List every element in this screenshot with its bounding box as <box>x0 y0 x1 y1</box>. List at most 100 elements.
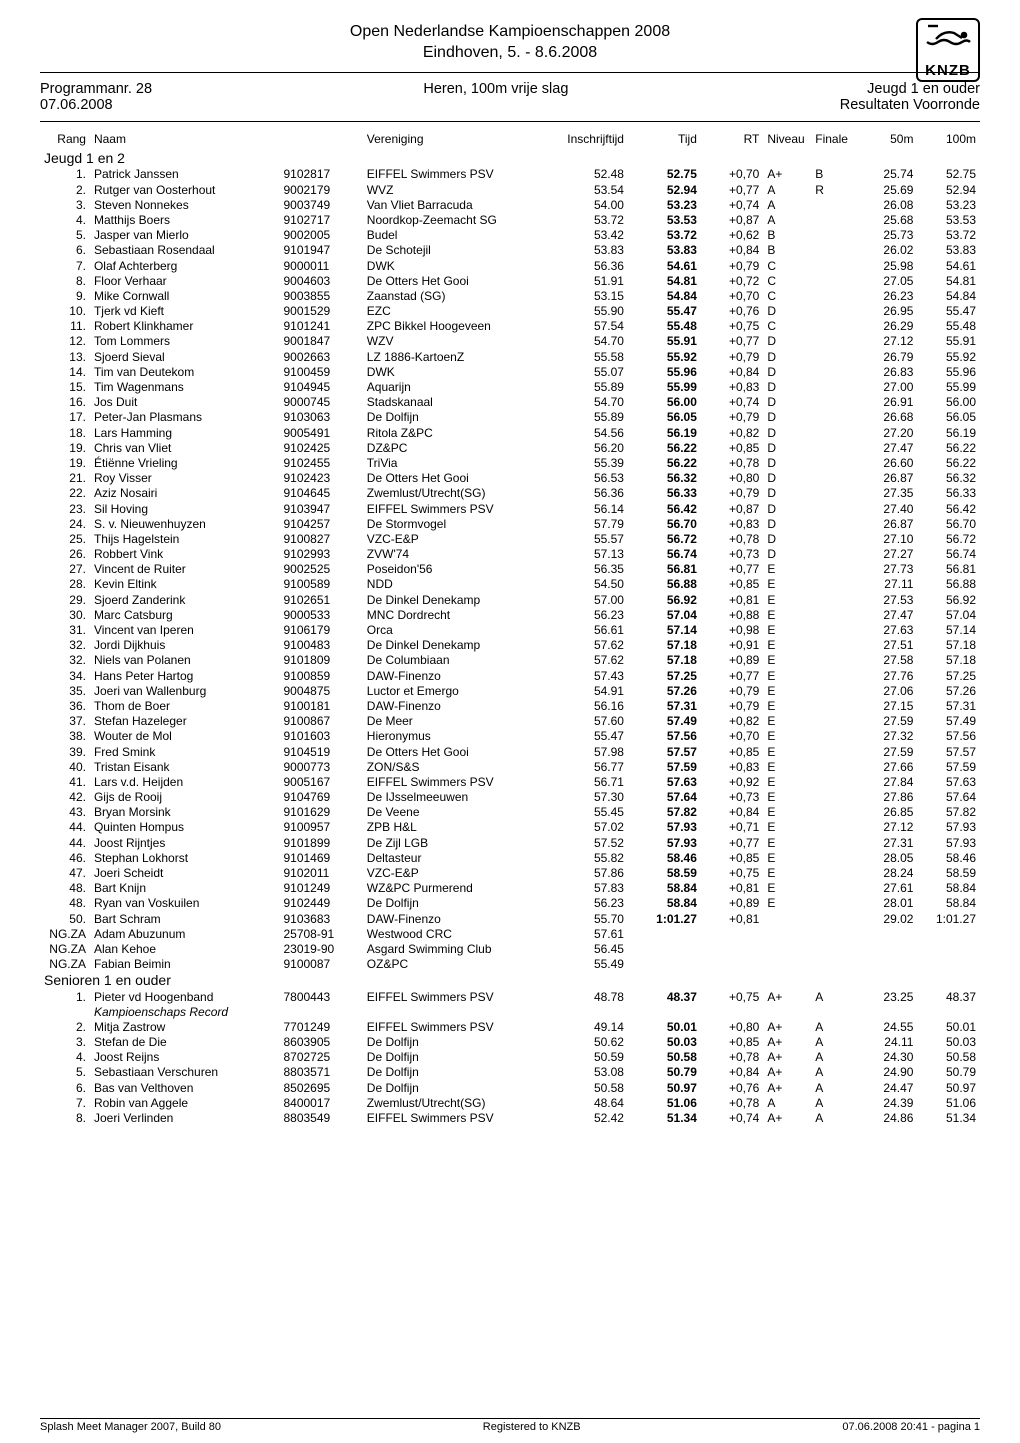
cell-m100: 56.72 <box>917 531 980 546</box>
col-100m: 100m <box>917 130 980 150</box>
cell-m100 <box>917 957 980 972</box>
cell-rk: 44. <box>40 835 90 850</box>
cell-rt: +0,81 <box>701 911 763 926</box>
cell-lic: 9104257 <box>279 516 362 531</box>
cell-m100: 55.96 <box>917 364 980 379</box>
cell-in: 55.89 <box>561 410 628 425</box>
cell-in: 53.08 <box>561 1065 628 1080</box>
cell-td: 56.22 <box>628 440 701 455</box>
cell-td: 57.04 <box>628 607 701 622</box>
table-row: 16.Jos Duit9000745Stadskanaal54.7056.00+… <box>40 395 980 410</box>
cell-cl: De Otters Het Gooi <box>363 273 561 288</box>
cell-m100: 50.03 <box>917 1034 980 1049</box>
cell-nm: Patrick Janssen <box>90 167 280 182</box>
cell-td: 57.14 <box>628 622 701 637</box>
cell-m100: 57.31 <box>917 698 980 713</box>
cell-nv: A+ <box>763 167 811 182</box>
cell-rk: 42. <box>40 789 90 804</box>
cell-rt: +0,72 <box>701 273 763 288</box>
cell-rt: +0,74 <box>701 1110 763 1125</box>
cell-cl: De Otters Het Gooi <box>363 744 561 759</box>
cell-in: 57.60 <box>561 714 628 729</box>
cell-lic: 9101241 <box>279 319 362 334</box>
cell-rt: +0,85 <box>701 440 763 455</box>
knzb-logo-text: KNZB <box>925 63 971 78</box>
cell-fi <box>811 607 855 622</box>
cell-td: 54.81 <box>628 273 701 288</box>
cell-rt: +0,70 <box>701 288 763 303</box>
cell-lic: 9101249 <box>279 881 362 896</box>
cell-lic: 9104945 <box>279 379 362 394</box>
cell-nv: A <box>763 182 811 197</box>
cell-m100: 56.22 <box>917 455 980 470</box>
cell-cl: De Dolfijn <box>363 1065 561 1080</box>
cell-rt: +0,75 <box>701 865 763 880</box>
cell-nm: Joeri Verlinden <box>90 1110 280 1125</box>
cell-fi <box>811 683 855 698</box>
cell-m100: 56.81 <box>917 562 980 577</box>
cell-cl: DAW-Finenzo <box>363 911 561 926</box>
cell-nv: C <box>763 273 811 288</box>
cell-td: 50.97 <box>628 1080 701 1095</box>
cell-td: 56.72 <box>628 531 701 546</box>
cell-m100: 50.79 <box>917 1065 980 1080</box>
cell-cl: EIFFEL Swimmers PSV <box>363 774 561 789</box>
cell-lic: 9101899 <box>279 835 362 850</box>
cell-in: 57.62 <box>561 638 628 653</box>
cell-lic: 9002179 <box>279 182 362 197</box>
cell-rt: +0,83 <box>701 759 763 774</box>
table-row: 11.Robert Klinkhamer9101241ZPC Bikkel Ho… <box>40 319 980 334</box>
table-row: 38.Wouter de Mol9101603Hieronymus55.4757… <box>40 729 980 744</box>
cell-in: 56.53 <box>561 471 628 486</box>
cell-nm: Jasper van Mierlo <box>90 228 280 243</box>
cell-nm: Sebastiaan Verschuren <box>90 1065 280 1080</box>
table-row: 43.Bryan Morsink9101629De Veene55.4557.8… <box>40 805 980 820</box>
cell-in: 57.62 <box>561 653 628 668</box>
cell-in: 57.13 <box>561 546 628 561</box>
cell-m50: 27.10 <box>855 531 917 546</box>
cell-nv: C <box>763 319 811 334</box>
cell-rk: 12. <box>40 334 90 349</box>
table-row: NG.ZAAlan Kehoe23019-90Asgard Swimming C… <box>40 941 980 956</box>
round-label: Resultaten Voorronde <box>840 97 980 113</box>
cell-nm: Steven Nonnekes <box>90 197 280 212</box>
table-row: 1.Patrick Janssen9102817EIFFEL Swimmers … <box>40 167 980 182</box>
cell-in: 57.86 <box>561 865 628 880</box>
table-row: 1.Pieter vd Hoogenband7800443EIFFEL Swim… <box>40 989 980 1004</box>
cell-fi <box>811 668 855 683</box>
cell-m100: 51.06 <box>917 1095 980 1110</box>
section-label-text: Senioren 1 en ouder <box>40 972 980 989</box>
cell-in: 56.77 <box>561 759 628 774</box>
cell-rk: 7. <box>40 1095 90 1110</box>
program-date: 07.06.2008 <box>40 97 152 113</box>
cell-nm: Sebastiaan Rosendaal <box>90 243 280 258</box>
cell-m50: 27.32 <box>855 729 917 744</box>
cell-lic: 9004875 <box>279 683 362 698</box>
cell-rk: NG.ZA <box>40 926 90 941</box>
cell-nv: A <box>763 1095 811 1110</box>
cell-lic: 7800443 <box>279 989 362 1004</box>
cell-rt: +0,80 <box>701 1019 763 1034</box>
cell-rk: 15. <box>40 379 90 394</box>
cell-m100 <box>917 941 980 956</box>
cell-nv: C <box>763 288 811 303</box>
cell-td: 53.53 <box>628 212 701 227</box>
cell-fi <box>811 562 855 577</box>
table-row: 25.Thijs Hagelstein9100827VZC-E&P55.5756… <box>40 531 980 546</box>
table-row: 4.Matthijs Boers9102717Noordkop-Zeemacht… <box>40 212 980 227</box>
page: Open Nederlandse Kampioenschappen 2008 E… <box>0 0 1020 1443</box>
cell-in: 56.45 <box>561 941 628 956</box>
cell-nm: Bart Schram <box>90 911 280 926</box>
cell-rt: +0,74 <box>701 395 763 410</box>
cell-fi <box>811 850 855 865</box>
cell-m100: 56.74 <box>917 546 980 561</box>
cell-nm: Robert Klinkhamer <box>90 319 280 334</box>
event-title-line1: Open Nederlandse Kampioenschappen 2008 <box>40 22 980 43</box>
cell-m50: 27.12 <box>855 820 917 835</box>
cell-lic: 9102455 <box>279 455 362 470</box>
cell-cl: VZC-E&P <box>363 531 561 546</box>
table-row: 8.Floor Verhaar9004603De Otters Het Gooi… <box>40 273 980 288</box>
cell-fi <box>811 516 855 531</box>
cell-nm: S. v. Nieuwenhuyzen <box>90 516 280 531</box>
cell-cl: ZON/S&S <box>363 759 561 774</box>
